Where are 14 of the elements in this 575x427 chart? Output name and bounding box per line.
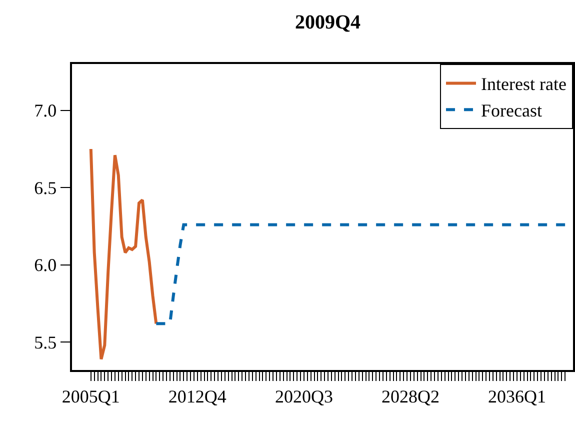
x-tick-label: 2020Q3 xyxy=(274,386,333,406)
x-tick-label: 2005Q1 xyxy=(62,386,120,406)
y-tick-label: 7.0 xyxy=(34,100,57,121)
x-tick-label: 2012Q4 xyxy=(168,386,226,406)
y-tick-label: 6.5 xyxy=(34,178,57,198)
y-tick-label: 5.5 xyxy=(34,332,57,352)
y-tick-label: 6.0 xyxy=(34,255,57,276)
legend-label: Interest rate xyxy=(481,74,566,94)
x-tick-label: 2036Q1 xyxy=(488,386,546,406)
line-series xyxy=(154,223,567,326)
line-series xyxy=(89,148,158,361)
x-tick-label: 2028Q2 xyxy=(381,386,440,406)
chart-title: 2009Q4 xyxy=(294,11,361,34)
legend-label: Forecast xyxy=(481,100,542,121)
